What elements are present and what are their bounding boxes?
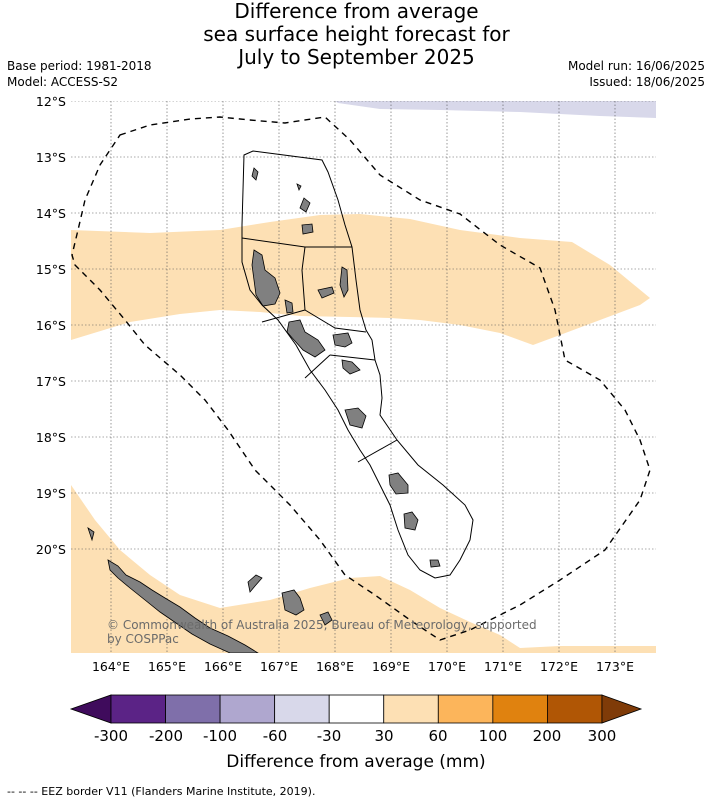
land-vanuatu [251,167,441,568]
lat-label: 18°S [36,430,66,445]
sea-level-band-positive-central [71,214,650,345]
lat-label: 12°S [36,94,66,109]
sea-level-band-positive-south [71,485,656,653]
colorbar-cell [219,694,276,724]
lon-label: 164°E [92,659,130,674]
map-title: Difference from average sea surface heig… [0,0,713,69]
colorbar-cells [69,694,643,724]
colorbar-cell [274,694,330,724]
colorbar-tick-label: 60 [428,727,447,745]
meta-left: Base period: 1981-2018 Model: ACCESS-S2 [7,58,152,90]
lon-label: 173°E [596,659,634,674]
lon-label: 170°E [428,659,466,674]
colorbar-tick-label: 100 [479,727,508,745]
map-area: © Commonwealth of Australia 2025, Bureau… [71,101,656,653]
lat-label: 20°S [36,542,66,557]
colorbar-cell [328,694,385,724]
colorbar-tick-label: -300 [94,727,128,745]
model-name: Model: ACCESS-S2 [7,75,119,89]
colorbar-cell [437,694,494,724]
issued-date: Issued: 18/06/2025 [589,75,705,89]
colorbar-tick-label: 200 [533,727,562,745]
lon-label: 167°E [260,659,298,674]
longitude-labels: 164°E 165°E 166°E 167°E 168°E 169°E 170°… [92,659,634,674]
colorbar-cell [165,694,221,724]
colorbar-title: Difference from average (mm) [226,752,485,772]
lon-label: 168°E [316,659,354,674]
colorbar-cell [547,694,603,724]
colorbar: -300 -200 -100 -60 -30 30 60 100 200 300… [69,694,643,772]
colorbar-tick-label: 30 [374,727,393,745]
lon-label: 169°E [372,659,410,674]
base-period: Base period: 1981-2018 [7,59,152,73]
sea-level-band-negative [335,101,656,118]
eez-legend-note: -- -- -- EEZ border V11 (Flanders Marine… [7,785,316,798]
colorbar-tick-labels: -300 -200 -100 -60 -30 30 60 100 200 300 [94,727,616,745]
colorbar-tick-label: -30 [317,727,342,745]
lat-label: 13°S [36,150,66,165]
latitude-labels: 12°S 13°S 14°S 15°S 16°S 17°S 18°S 19°S … [36,94,66,557]
lon-label: 171°E [484,659,522,674]
colorbar-arrow-low [69,694,112,724]
model-run: Model run: 16/06/2025 [567,59,705,73]
colorbar-cell [383,694,439,724]
lat-label: 14°S [36,206,66,221]
meta-right: Model run: 16/06/2025 Issued: 18/06/2025 [568,58,705,90]
lon-label: 172°E [540,659,578,674]
colorbar-tick-label: -200 [149,727,183,745]
lat-label: 17°S [36,374,66,389]
lon-label: 166°E [204,659,242,674]
lon-label: 165°E [148,659,186,674]
eez-border [71,116,651,641]
title-line-3: July to September 2025 [238,45,475,69]
province-boundaries [241,150,474,579]
title-line-1: Difference from average [234,0,479,23]
title-line-2: sea surface height forecast for [203,22,510,46]
copyright-line-2: by COSPPac [107,632,179,646]
colorbar-tick-label: -60 [263,727,288,745]
lat-label: 16°S [36,318,66,333]
colorbar-cell [492,694,548,724]
lat-label: 19°S [36,486,66,501]
colorbar-cell [110,694,166,724]
copyright-notice: © Commonwealth of Australia 2025, Bureau… [107,618,537,646]
colorbar-tick-label: 300 [588,727,617,745]
land-new-caledonia [87,527,333,653]
grid-lines [71,101,656,653]
copyright-line-1: © Commonwealth of Australia 2025, Bureau… [107,618,537,632]
lat-label: 15°S [36,262,66,277]
colorbar-tick-label: -100 [203,727,237,745]
colorbar-arrow-high [601,694,643,724]
